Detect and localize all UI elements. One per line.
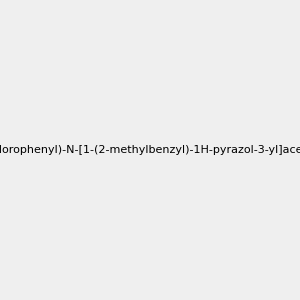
Text: 2-(4-chlorophenyl)-N-[1-(2-methylbenzyl)-1H-pyrazol-3-yl]acetamide: 2-(4-chlorophenyl)-N-[1-(2-methylbenzyl)… bbox=[0, 145, 300, 155]
